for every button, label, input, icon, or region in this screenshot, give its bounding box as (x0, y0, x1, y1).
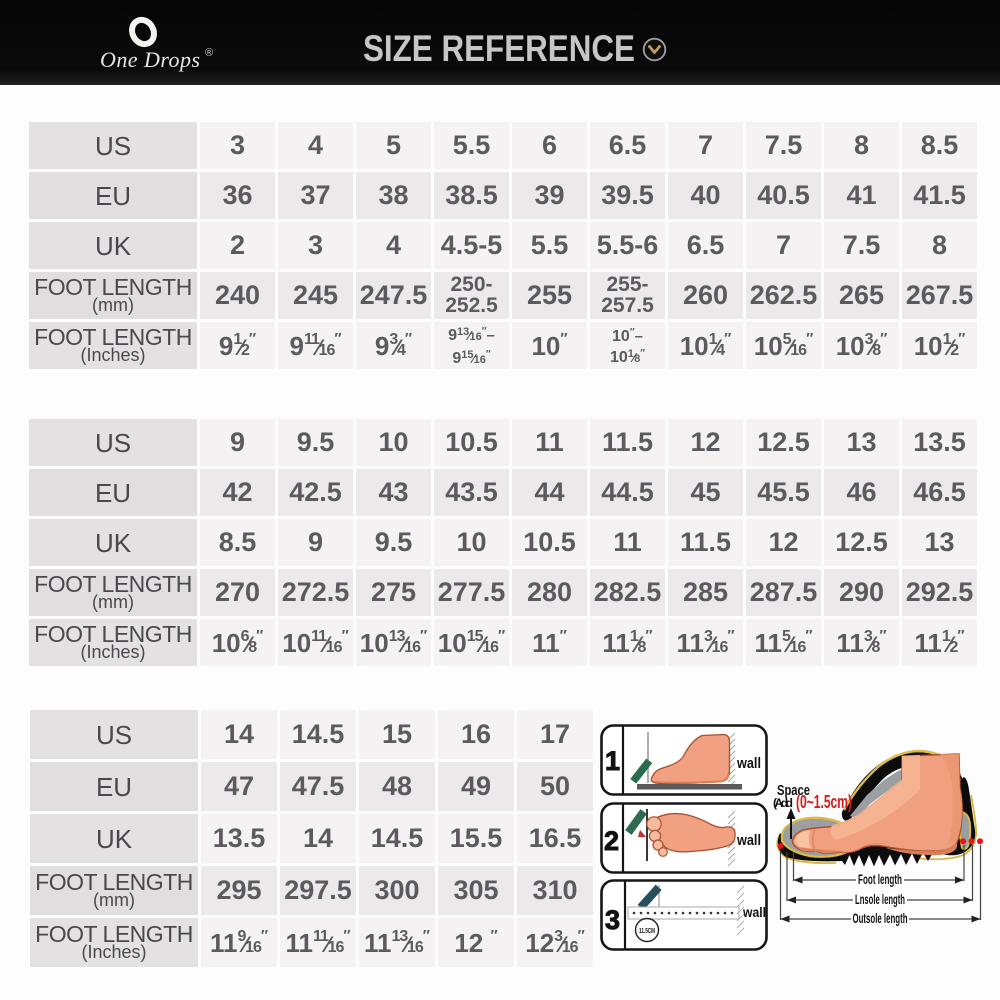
svg-text:wall: wall (736, 832, 761, 849)
svg-text:wall: wall (736, 755, 761, 772)
svg-text:Outsole length: Outsole length (853, 911, 908, 926)
svg-text:One Drops: One Drops (100, 47, 200, 72)
svg-text:(0~1.5cm): (0~1.5cm) (796, 792, 852, 812)
svg-text:Lnsole length: Lnsole length (855, 892, 905, 907)
svg-text:Foot length: Foot length (858, 872, 902, 887)
svg-text:11.5CM: 11.5CM (639, 928, 655, 935)
svg-text:2: 2 (604, 826, 619, 856)
svg-text:Space: Space (777, 782, 810, 799)
svg-text:wall: wall (742, 904, 766, 920)
svg-text:(Add: (Add (773, 796, 793, 810)
svg-text:1: 1 (605, 746, 620, 776)
svg-text:3: 3 (605, 905, 620, 935)
svg-text:®: ® (205, 47, 213, 59)
